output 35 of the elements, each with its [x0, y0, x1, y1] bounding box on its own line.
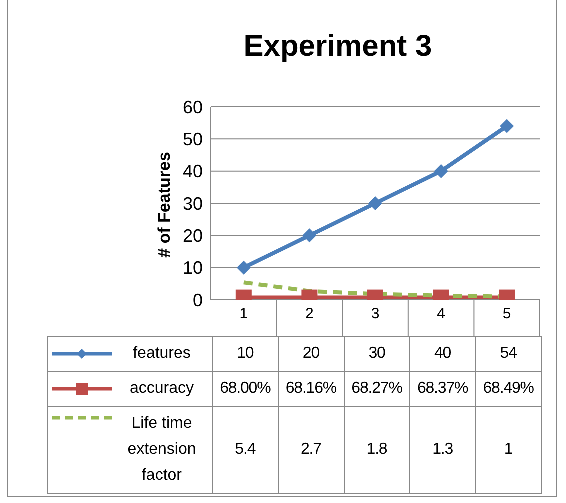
y-tick-label: 20	[182, 226, 203, 246]
data-label: 2.7	[278, 406, 344, 494]
y-tick-label: 60	[182, 97, 203, 118]
data-label: 1	[476, 406, 542, 494]
data-label: 20	[278, 336, 344, 372]
data-label: 68.49%	[476, 372, 542, 406]
data-label: 68.00%	[212, 372, 278, 406]
data-label: 30	[344, 336, 410, 372]
y-tick-label: 50	[182, 130, 203, 150]
x-tick-label: 2	[306, 306, 314, 323]
data-label: 40	[410, 336, 476, 372]
x-tick-label: 5	[502, 306, 512, 323]
data-label: 5.4	[212, 406, 278, 494]
data-label: 54	[476, 336, 542, 372]
data-label: 68.37%	[410, 372, 476, 406]
data-label: 68.27%	[344, 372, 410, 406]
chart-title: Experiment 3	[242, 30, 434, 64]
y-axis-title: # of Features	[155, 152, 175, 258]
x-tick-label: 1	[240, 306, 248, 323]
data-label: 1.8	[344, 406, 410, 494]
data-label: 1.3	[410, 406, 476, 494]
point	[434, 164, 448, 178]
data-label: 10	[212, 336, 278, 372]
y-tick-label: 30	[182, 194, 203, 214]
legend-label: Life time extension factor	[126, 414, 198, 486]
x-tick-label: 3	[371, 306, 380, 323]
y-tick-label: 0	[192, 290, 203, 310]
point	[368, 196, 382, 210]
legend-label: accuracy	[128, 379, 196, 399]
data-label: 68.16%	[278, 372, 344, 406]
x-tick-label: 4	[437, 306, 446, 323]
legend-label: features	[132, 344, 192, 364]
y-tick-label: 40	[182, 162, 203, 182]
y-tick-label: 10	[182, 258, 203, 278]
point	[500, 119, 514, 134]
